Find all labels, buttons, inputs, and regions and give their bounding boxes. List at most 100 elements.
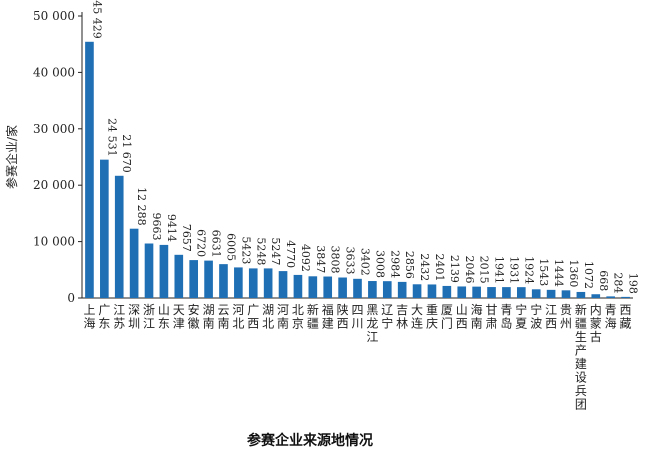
category-label: 陕西 xyxy=(337,302,349,331)
bar xyxy=(442,285,452,298)
y-tick-label: 10 000 xyxy=(33,235,75,249)
bar xyxy=(397,281,407,298)
category-label: 河南 xyxy=(277,303,289,331)
bar xyxy=(621,296,630,298)
value-label: 1941 xyxy=(493,256,506,284)
bar xyxy=(263,268,273,298)
y-tick-label: 20 000 xyxy=(33,178,75,192)
bar xyxy=(457,286,467,298)
value-label: 3808 xyxy=(329,246,342,274)
value-label: 45 429 xyxy=(90,0,103,39)
category-label: 上海 xyxy=(83,303,95,331)
value-label: 9414 xyxy=(165,214,178,242)
bar xyxy=(487,287,496,298)
value-label: 24 531 xyxy=(105,118,118,157)
bar xyxy=(248,268,258,298)
y-tick-label: 0 xyxy=(67,291,75,305)
value-label: 6005 xyxy=(224,233,237,261)
category-label: 新疆 xyxy=(307,302,319,331)
bars xyxy=(85,41,630,298)
bar xyxy=(412,284,422,298)
chart-caption: 参赛企业来源地情况 xyxy=(247,432,373,449)
category-label: 新疆生产建设兵团 xyxy=(575,302,587,412)
bar xyxy=(234,267,243,298)
bar xyxy=(516,287,526,298)
bar xyxy=(114,175,124,298)
bar xyxy=(189,260,199,298)
value-label: 1444 xyxy=(552,259,565,287)
y-tick-label: 50 000 xyxy=(33,9,75,23)
bar xyxy=(382,281,392,298)
category-label: 江西 xyxy=(545,303,557,331)
value-label: 3402 xyxy=(359,248,372,276)
value-label: 1072 xyxy=(582,261,595,289)
value-label: 668 xyxy=(597,270,610,291)
value-label: 1931 xyxy=(507,256,520,284)
value-label: 2856 xyxy=(403,251,416,279)
bar xyxy=(546,289,556,298)
bar xyxy=(606,296,615,298)
category-label: 湖南 xyxy=(203,302,215,331)
value-label: 4770 xyxy=(284,240,297,268)
bar xyxy=(204,260,213,298)
value-label: 5423 xyxy=(239,236,252,264)
value-label: 6720 xyxy=(195,229,208,257)
value-label: 2432 xyxy=(418,253,431,281)
value-label: 5247 xyxy=(269,237,282,265)
value-label: 12 288 xyxy=(135,187,148,226)
value-label: 2139 xyxy=(448,255,461,283)
category-label: 广东 xyxy=(98,303,110,331)
bar xyxy=(129,228,139,298)
category-label: 云南 xyxy=(217,303,229,331)
category-labels: 上海广东江苏深圳浙江山东天津安徽湖南云南河北广西湖北河南北京新疆福建陕西四川黑龙… xyxy=(83,302,631,412)
category-label: 宁波 xyxy=(530,302,542,331)
value-label: 3633 xyxy=(344,247,357,275)
value-label: 198 xyxy=(627,273,640,294)
value-label: 21 670 xyxy=(120,134,133,173)
category-label: 安徽 xyxy=(188,302,200,331)
bar xyxy=(368,281,377,298)
category-label: 甘肃 xyxy=(486,303,498,331)
bar xyxy=(323,276,333,298)
value-label: 2984 xyxy=(388,250,401,278)
category-label: 湖北 xyxy=(262,302,274,331)
category-label: 北京 xyxy=(292,303,304,331)
bar xyxy=(576,291,586,298)
bar xyxy=(427,284,437,298)
value-label: 1543 xyxy=(537,258,550,286)
category-label: 浙江 xyxy=(143,303,155,331)
value-label: 3847 xyxy=(314,245,327,273)
category-label: 内蒙古 xyxy=(590,303,602,344)
value-label: 6631 xyxy=(210,230,223,258)
bar xyxy=(472,286,481,298)
category-label: 山东 xyxy=(158,303,170,331)
bar xyxy=(174,254,184,298)
bar xyxy=(308,276,318,298)
y-axis-title: 参赛企业/家 xyxy=(4,125,19,189)
bar xyxy=(502,287,511,298)
category-label: 宁夏 xyxy=(515,302,527,331)
value-label: 9663 xyxy=(150,213,163,241)
bar xyxy=(219,264,228,298)
bar xyxy=(338,277,347,298)
bar xyxy=(278,271,288,298)
category-label: 黑龙江 xyxy=(366,303,378,344)
bar xyxy=(85,41,94,298)
category-label: 深圳 xyxy=(128,303,140,331)
value-label: 2015 xyxy=(478,256,491,284)
value-label: 3008 xyxy=(373,250,386,278)
category-label: 吉林 xyxy=(396,303,408,331)
category-label: 山西 xyxy=(456,303,468,331)
category-label: 天津 xyxy=(173,303,185,331)
category-label: 重庆 xyxy=(426,303,438,331)
category-label: 青岛 xyxy=(500,303,512,331)
category-label: 广西 xyxy=(247,303,259,331)
y-tick-label: 40 000 xyxy=(33,65,75,79)
value-label: 2046 xyxy=(463,255,476,283)
y-tick-label: 30 000 xyxy=(33,122,75,136)
category-label: 四川 xyxy=(351,303,363,331)
value-label: 7657 xyxy=(180,224,193,252)
